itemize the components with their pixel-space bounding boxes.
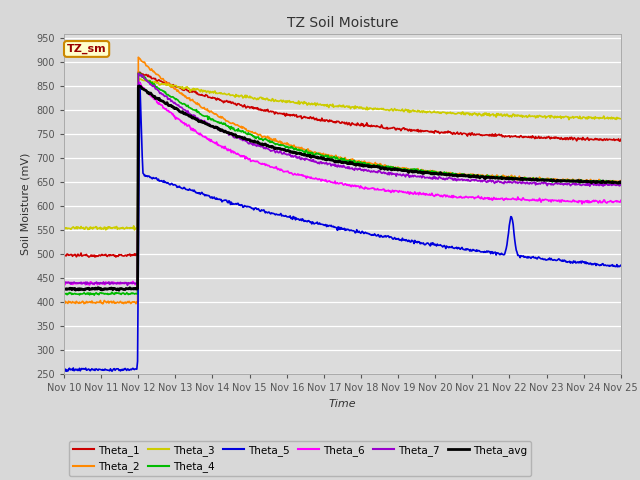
X-axis label: Time: Time xyxy=(328,399,356,409)
Text: TZ_sm: TZ_sm xyxy=(67,44,106,54)
Y-axis label: Soil Moisture (mV): Soil Moisture (mV) xyxy=(20,153,31,255)
Title: TZ Soil Moisture: TZ Soil Moisture xyxy=(287,16,398,30)
Legend: Theta_1, Theta_2, Theta_3, Theta_4, Theta_5, Theta_6, Theta_7, Theta_avg: Theta_1, Theta_2, Theta_3, Theta_4, Thet… xyxy=(69,441,531,476)
